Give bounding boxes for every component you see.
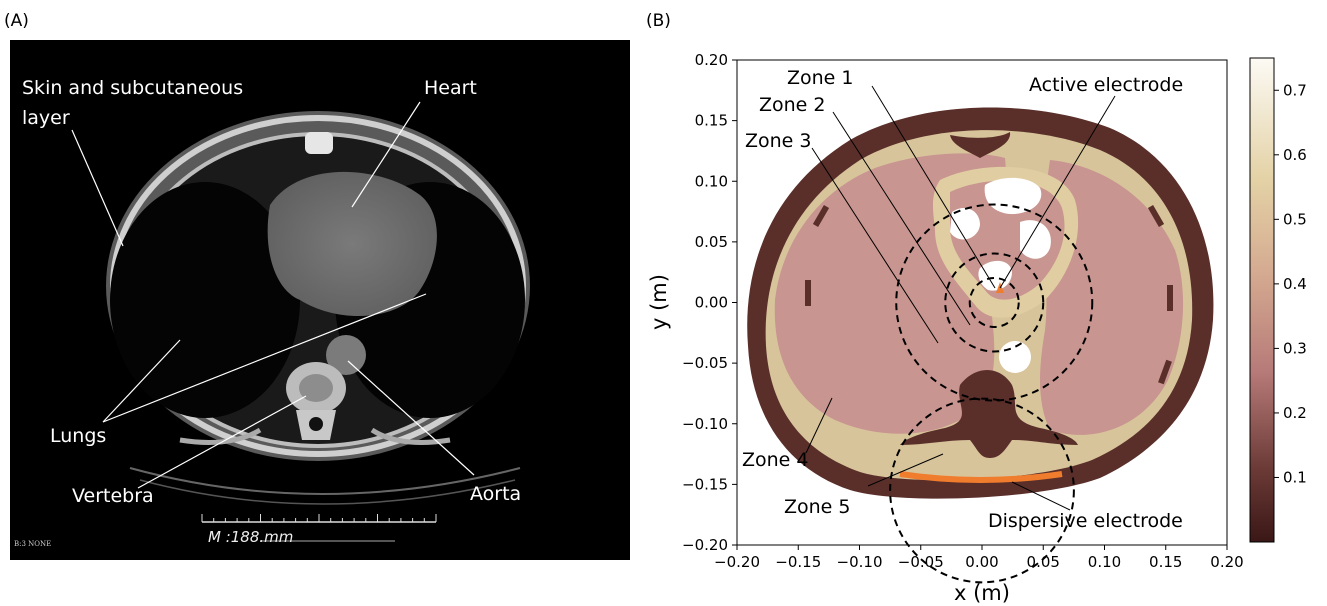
panel-b-label: (B): [646, 11, 671, 31]
x-tick-label: −0.15: [775, 553, 821, 571]
x-tick-label: 0.05: [1027, 553, 1060, 571]
label-vertebra: Vertebra: [72, 485, 154, 507]
colorbar: [1249, 57, 1275, 543]
cavity: [984, 177, 1042, 215]
x-tick-label: 0.20: [1210, 553, 1243, 571]
colorbar-tick-label: 0.4: [1283, 275, 1307, 293]
label-dispersive-electrode: Dispersive electrode: [988, 510, 1183, 532]
colorbar-tick-label: 0.5: [1283, 210, 1307, 228]
label-lungs: Lungs: [50, 425, 106, 447]
dispersive-electrode: [899, 471, 1063, 483]
label-zone1: Zone 1: [787, 67, 854, 89]
panel-a-label: (A): [4, 11, 29, 31]
colorbar-tick-label: 0.2: [1283, 404, 1307, 422]
x-tick-label: −0.05: [898, 553, 944, 571]
y-axis-label: y (m): [647, 274, 671, 330]
zone-circles: [889, 203, 1094, 584]
y-tick-label: −0.05: [682, 354, 728, 372]
colorbar-tick-label: 0.3: [1283, 339, 1307, 357]
corner-text: B:3 NONE: [14, 540, 51, 548]
vertebra-region: [900, 370, 1078, 458]
y-tick-label: −0.20: [682, 536, 728, 554]
y-tick-label: 0.20: [695, 51, 728, 69]
colorbar-tick-label: 0.6: [1283, 146, 1307, 164]
zone-circle-2: [944, 252, 1045, 353]
y-tick-label: 0.05: [695, 233, 728, 251]
y-tick-label: −0.10: [682, 415, 728, 433]
label-zone3: Zone 3: [745, 130, 812, 152]
scale-bar: [201, 514, 437, 542]
colorbar-ticks: 0.7 0.6 0.5 0.4 0.3 0.2 0.1: [1274, 81, 1307, 486]
label-skin-line1: Skin and subcutaneous: [22, 77, 243, 99]
label-skin-line2: layer: [22, 107, 70, 129]
label-aorta: Aorta: [470, 483, 521, 505]
label-zone2: Zone 2: [759, 94, 826, 116]
label-active-electrode: Active electrode: [1029, 74, 1183, 96]
zone-circle-4: [889, 397, 1075, 584]
x-axis: −0.20 −0.15 −0.10 −0.05 0.00 0.05 0.10 0.15 0.20: [714, 545, 1244, 571]
panel-b-leaders: [805, 85, 1116, 511]
ct-body: [106, 111, 530, 505]
x-tick-label: 0.15: [1149, 553, 1182, 571]
x-tick-label: 0.00: [965, 553, 998, 571]
x-tick-label: −0.20: [714, 553, 760, 571]
panel-a-leaders: [71, 101, 475, 489]
y-tick-label: 0.10: [695, 172, 728, 190]
y-tick-label: −0.15: [682, 475, 728, 493]
zone-circle-1: [968, 277, 1020, 328]
label-zone5: Zone 5: [784, 496, 851, 518]
colorbar-tick-label: 0.7: [1283, 81, 1307, 99]
label-heart: Heart: [424, 77, 477, 99]
x-tick-label: −0.10: [837, 553, 883, 571]
tissue-map: [747, 107, 1214, 499]
x-tick-label: 0.10: [1088, 553, 1121, 571]
y-tick-label: 0.15: [695, 112, 728, 130]
x-axis-label: x (m): [954, 581, 1010, 605]
y-tick-label: 0.00: [695, 294, 728, 312]
colorbar-tick-label: 0.1: [1283, 468, 1307, 486]
label-zone4: Zone 4: [742, 449, 809, 471]
scale-text: M :188.mm: [208, 528, 293, 546]
y-axis: 0.20 0.15 0.10 0.05 0.00 −0.05 −0.10 −0.15 −0.20: [682, 51, 737, 554]
zone-circle-3: [895, 203, 1094, 402]
